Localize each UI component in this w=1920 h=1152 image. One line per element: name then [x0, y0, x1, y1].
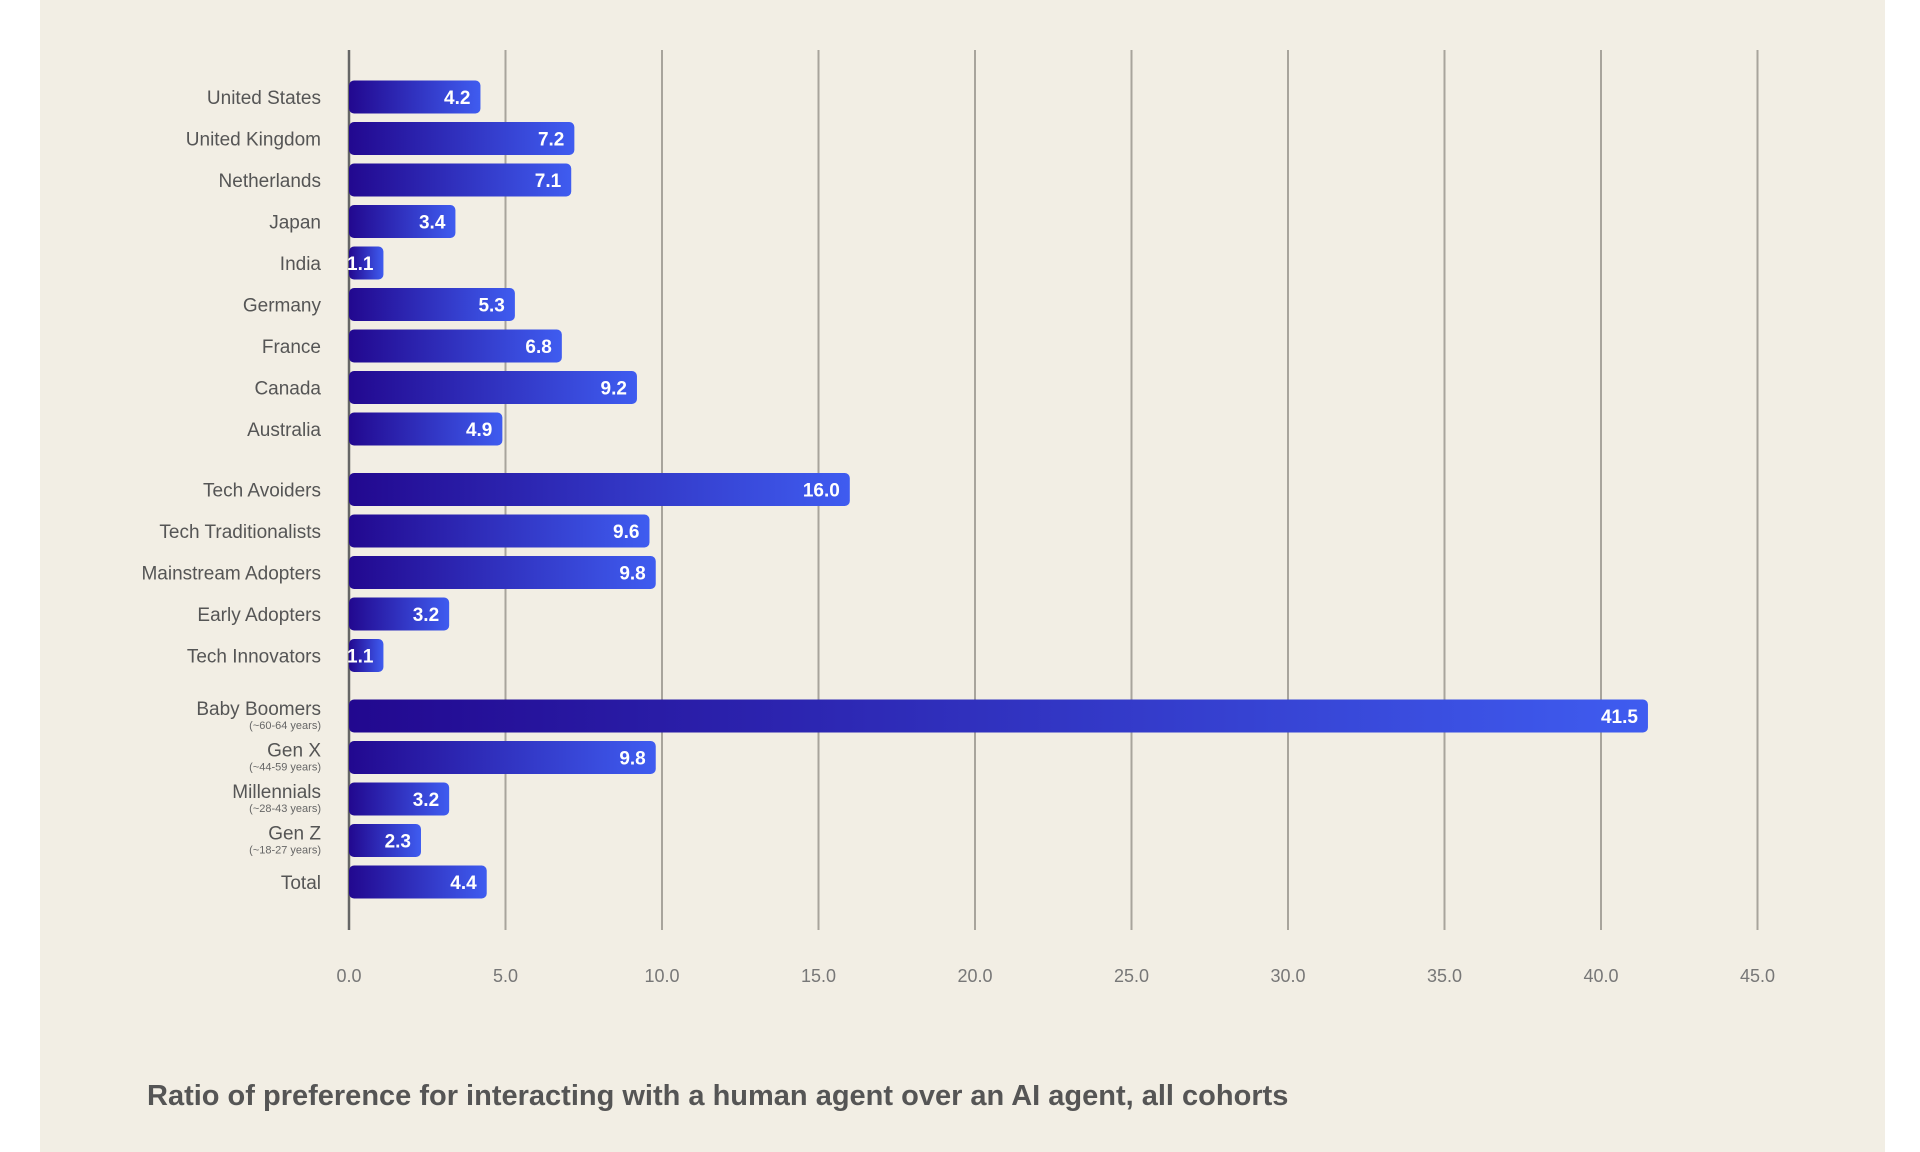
- category-sublabel: (~44-59 years): [249, 762, 321, 774]
- chart-panel: 0.0 5.0 10.0 15.0 20.0 25.0 30.0 35.0 40.0 45.0 4…: [40, 0, 1885, 1152]
- bar-value-label: 4.2: [444, 88, 470, 109]
- bar: [349, 741, 656, 774]
- x-tick-label: 15.0: [801, 966, 836, 986]
- bars: 4.2 7.2 7.1 3.4 1.1 5.3 6.8 9.2 4.9 16.0 9.6 9.8 3.2…: [347, 80, 1648, 899]
- bar: [349, 782, 450, 816]
- bar: [349, 514, 650, 548]
- x-axis: 0.0 5.0 10.0 15.0 20.0 25.0 30.0 35.0 40.0 45.0: [336, 966, 1775, 986]
- category-labels: United States United Kingdom Netherlands Ja…: [141, 88, 321, 894]
- bar: [349, 205, 456, 238]
- category-label: Millennials: [232, 782, 321, 803]
- bar: [349, 371, 637, 404]
- bar-value-label: 3.4: [419, 213, 446, 234]
- category-label: Germany: [243, 296, 322, 317]
- x-tick-label: 40.0: [1583, 966, 1618, 986]
- x-tick-label: 35.0: [1427, 966, 1462, 986]
- bar-value-label: 3.2: [413, 790, 439, 811]
- bar: [349, 556, 656, 589]
- grid-lines: [347, 50, 1759, 930]
- category-label: Japan: [269, 213, 321, 234]
- category-label: Canada: [254, 379, 321, 400]
- x-tick-label: 10.0: [644, 966, 679, 986]
- bar-value-label: 1.1: [347, 254, 374, 275]
- category-label: United Kingdom: [186, 130, 321, 151]
- category-label: United States: [207, 88, 321, 109]
- bar: [349, 122, 575, 155]
- category-label: Gen X: [267, 741, 321, 762]
- x-tick-label: 25.0: [1114, 966, 1149, 986]
- category-label: France: [262, 337, 321, 358]
- bar: [349, 329, 562, 363]
- bar-value-label: 41.5: [1601, 707, 1638, 728]
- bar: [349, 163, 572, 197]
- bar-value-label: 16.0: [803, 481, 840, 502]
- bar: [349, 288, 515, 321]
- bar-value-label: 4.9: [466, 420, 492, 441]
- bar-value-label: 7.1: [535, 171, 562, 192]
- bar: [349, 412, 503, 446]
- bar-value-label: 9.8: [619, 564, 645, 585]
- bar: [349, 824, 421, 857]
- category-sublabel: (~60-64 years): [249, 720, 321, 732]
- x-tick-label: 20.0: [957, 966, 992, 986]
- x-tick-label: 0.0: [336, 966, 361, 986]
- chart-title: Ratio of preference for interacting with…: [147, 1080, 1289, 1112]
- bar-value-label: 9.8: [619, 749, 645, 770]
- bar-value-label: 9.2: [601, 379, 627, 400]
- bar-value-label: 7.2: [538, 130, 564, 151]
- bar-value-label: 1.1: [347, 647, 374, 668]
- category-label: Mainstream Adopters: [141, 564, 321, 585]
- bar-chart: 0.0 5.0 10.0 15.0 20.0 25.0 30.0 35.0 40.0 45.0 4…: [141, 50, 1775, 986]
- bar: [349, 865, 487, 899]
- bar: [349, 597, 450, 631]
- bar-value-label: 5.3: [478, 296, 504, 317]
- bar-value-label: 2.3: [385, 832, 411, 853]
- x-tick-label: 45.0: [1740, 966, 1775, 986]
- category-label: India: [280, 254, 322, 275]
- bar: [349, 80, 481, 114]
- bar-value-label: 4.4: [450, 873, 477, 894]
- category-label: Australia: [247, 420, 321, 441]
- bar-value-label: 6.8: [525, 337, 551, 358]
- bar: [349, 699, 1648, 733]
- category-label: Gen Z: [268, 824, 321, 845]
- category-label: Tech Traditionalists: [159, 522, 321, 543]
- category-label: Tech Avoiders: [203, 481, 321, 502]
- bar-value-label: 3.2: [413, 605, 439, 626]
- x-tick-label: 30.0: [1270, 966, 1305, 986]
- category-label: Early Adopters: [197, 605, 321, 626]
- category-label: Total: [281, 873, 321, 894]
- bar: [349, 473, 850, 506]
- category-sublabel: (~18-27 years): [249, 845, 321, 857]
- category-label: Tech Innovators: [187, 647, 321, 668]
- category-sublabel: (~28-43 years): [249, 803, 321, 815]
- x-tick-label: 5.0: [493, 966, 518, 986]
- bar: [349, 639, 384, 672]
- category-label: Netherlands: [219, 171, 321, 192]
- bar-value-label: 9.6: [613, 522, 639, 543]
- category-label: Baby Boomers: [196, 699, 321, 720]
- bar: [349, 246, 384, 280]
